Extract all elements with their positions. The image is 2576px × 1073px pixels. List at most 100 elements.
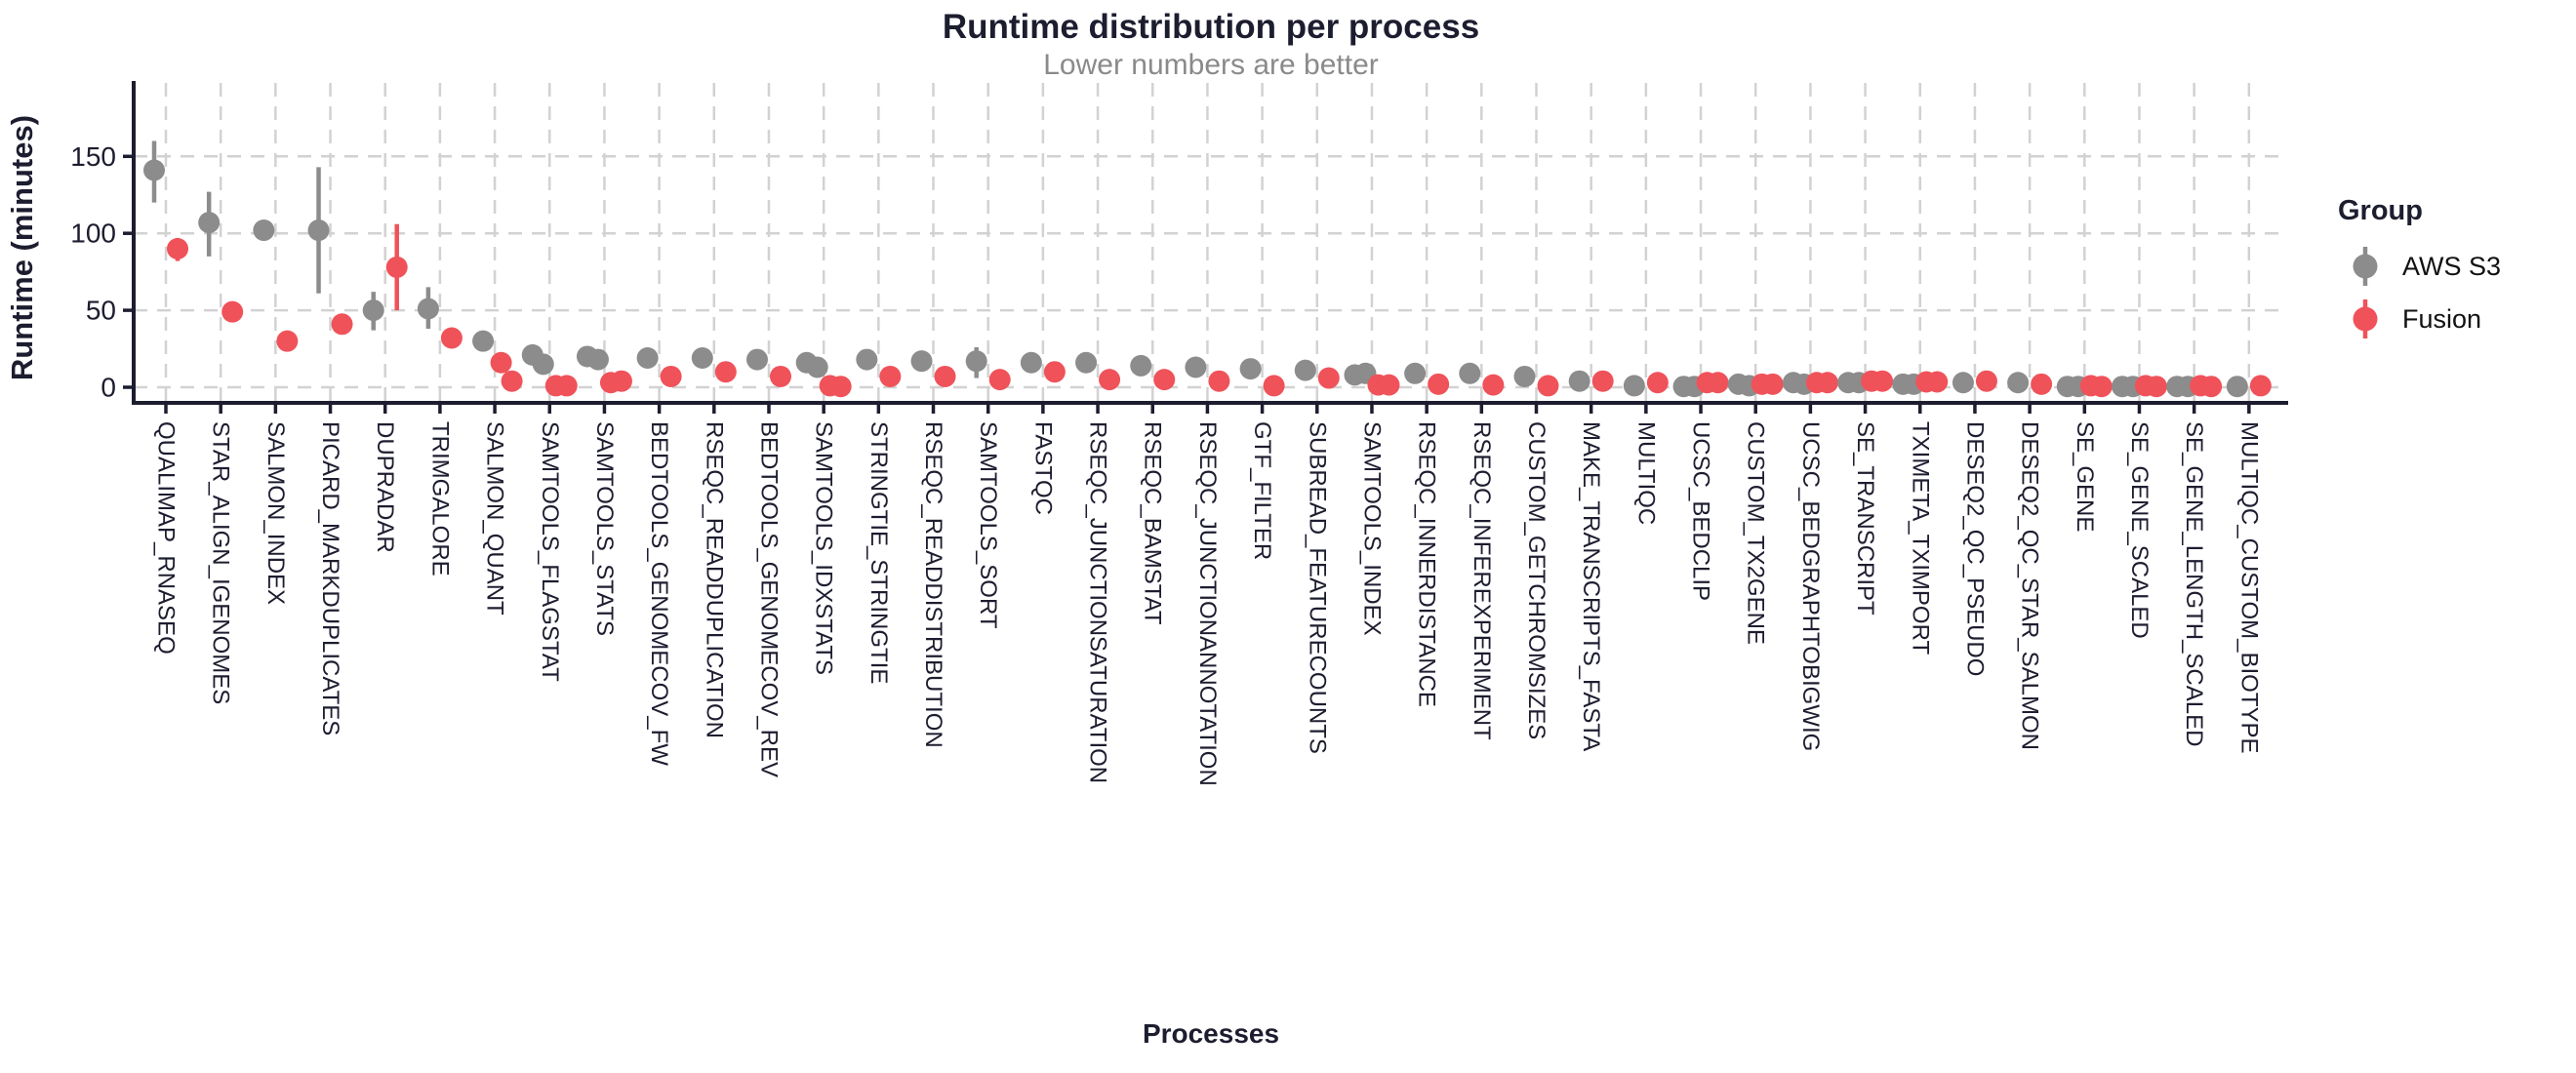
x-tick-label: SAMTOOLS_INDEX — [1358, 421, 1385, 636]
fusion-point — [1761, 373, 1784, 395]
fusion-point — [1872, 370, 1894, 392]
aws_s3-point — [1952, 372, 1974, 394]
fusion-point — [1975, 370, 1997, 392]
fusion-point — [879, 365, 902, 387]
x-tick-label: CUSTOM_TX2GENE — [1743, 421, 1769, 645]
fusion-point — [1317, 367, 1340, 389]
legend-point-icon — [2353, 254, 2378, 279]
x-tick-label: SE_GENE_LENGTH_SCALED — [2181, 421, 2207, 746]
x-tick-label: UCSC_BEDCLIP — [1688, 421, 1714, 601]
aws_s3-point — [253, 219, 275, 242]
fusion-point — [1482, 374, 1505, 396]
fusion-point — [440, 327, 463, 349]
fusion-point — [1816, 372, 1838, 394]
fusion-point — [2200, 376, 2223, 398]
aws_s3-point — [910, 350, 933, 373]
aws_s3-point — [417, 298, 439, 320]
y-tick-label: 0 — [101, 373, 116, 403]
aws_s3-point — [965, 350, 987, 373]
x-tick-label: SALMON_INDEX — [262, 421, 289, 605]
x-tick-label: BEDTOOLS_GENOMECOV_REV — [755, 421, 782, 777]
fusion-point — [2031, 373, 2053, 395]
x-tick-label: RSEQC_READDUPLICATION — [701, 421, 727, 738]
x-tick-label: RSEQC_JUNCTIONSATURATION — [1085, 421, 1111, 783]
aws_s3-point — [1294, 359, 1316, 381]
fusion-point — [714, 361, 737, 383]
fusion-point — [2145, 376, 2167, 398]
y-tick-label: 50 — [86, 296, 116, 326]
fusion-point — [1646, 372, 1669, 394]
x-axis-title: Processes — [1142, 1018, 1280, 1049]
x-tick-label: SE_GENE — [2072, 421, 2098, 532]
aws_s3-point — [1130, 354, 1152, 377]
fusion-point — [610, 370, 632, 392]
x-tick-label: BEDTOOLS_GENOMECOV_FW — [646, 421, 672, 766]
fusion-point — [167, 237, 188, 259]
aws_s3-point — [472, 330, 495, 352]
fusion-point — [490, 351, 512, 374]
x-tick-label: QUALIMAP_RNASEQ — [153, 421, 180, 655]
fusion-point — [331, 313, 353, 336]
fusion-point — [385, 256, 408, 278]
aws_s3-point — [1459, 362, 1481, 384]
x-tick-label: SUBREAD_FEATURECOUNTS — [1304, 421, 1330, 754]
chart-subtitle: Lower numbers are better — [1043, 49, 1379, 81]
aws_s3-point — [1404, 362, 1427, 384]
x-tick-label: DUPRADAR — [372, 421, 398, 553]
x-tick-label: MULTIQC_CUSTOM_BIOTYPE — [2235, 421, 2262, 754]
aws_s3-point — [806, 356, 828, 378]
fusion-point — [1537, 375, 1559, 397]
x-tick-label: MULTIQC — [1632, 421, 1659, 525]
x-tick-label: DESEQ2_QC_PSEUDO — [1961, 421, 1988, 676]
x-tick-label: RSEQC_READDISTRIBUTION — [920, 421, 946, 748]
x-tick-label: TXIMETA_TXIMPORT — [1907, 421, 1933, 655]
fusion-point — [2090, 376, 2113, 398]
legend-point-icon — [2353, 306, 2378, 332]
fusion-point — [829, 376, 852, 398]
fusion-point — [1208, 370, 1230, 392]
legend-item-label: Fusion — [2402, 304, 2481, 334]
fusion-point — [1263, 375, 1285, 397]
aws_s3-point — [636, 347, 659, 370]
aws_s3-point — [198, 212, 221, 234]
x-tick-label: SAMTOOLS_FLAGSTAT — [537, 421, 563, 682]
fusion-point — [660, 365, 682, 387]
fusion-point — [934, 365, 956, 387]
aws_s3-point — [1185, 356, 1207, 378]
y-tick-label: 150 — [70, 141, 116, 172]
x-tick-label: STRINGTIE_STRINGTIE — [865, 421, 892, 684]
aws_s3-point — [1568, 370, 1590, 392]
x-tick-label: RSEQC_JUNCTIONANNOTATION — [1194, 421, 1221, 786]
x-tick-label: FASTQC — [1029, 421, 1056, 515]
aws_s3-point — [1239, 358, 1262, 380]
fusion-point — [1707, 372, 1729, 394]
fusion-point — [769, 365, 791, 387]
x-tick-label: DESEQ2_QC_STAR_SALMON — [2017, 421, 2043, 750]
aws_s3-point — [143, 159, 165, 181]
aws_s3-point — [1075, 351, 1098, 374]
y-tick-label: 100 — [70, 219, 116, 249]
fusion-point — [1099, 369, 1121, 391]
fusion-point — [1428, 373, 1450, 395]
fusion-point — [221, 300, 244, 323]
aws_s3-point — [1623, 375, 1645, 397]
aws_s3-point — [1513, 365, 1536, 387]
x-tick-label: SALMON_QUANT — [482, 421, 508, 616]
chart-title: Runtime distribution per process — [942, 8, 1480, 46]
fusion-point — [1591, 370, 1614, 392]
x-tick-label: RSEQC_BAMSTAT — [1140, 421, 1166, 625]
fusion-point — [1378, 374, 1400, 396]
fusion-point — [2249, 375, 2272, 397]
fusion-point — [1043, 361, 1066, 383]
x-tick-label: UCSC_BEDGRAPHTOBIGWIG — [1797, 421, 1824, 751]
x-tick-label: SE_TRANSCRIPT — [1852, 421, 1878, 616]
aws_s3-point — [745, 348, 768, 371]
x-tick-label: MAKE_TRANSCRIPTS_FASTA — [1578, 421, 1604, 751]
fusion-point — [276, 330, 299, 352]
x-tick-label: TRIMGALORE — [426, 421, 453, 576]
legend-title: Group — [2338, 195, 2423, 226]
aws_s3-point — [2226, 376, 2248, 398]
aws_s3-point — [691, 347, 713, 370]
